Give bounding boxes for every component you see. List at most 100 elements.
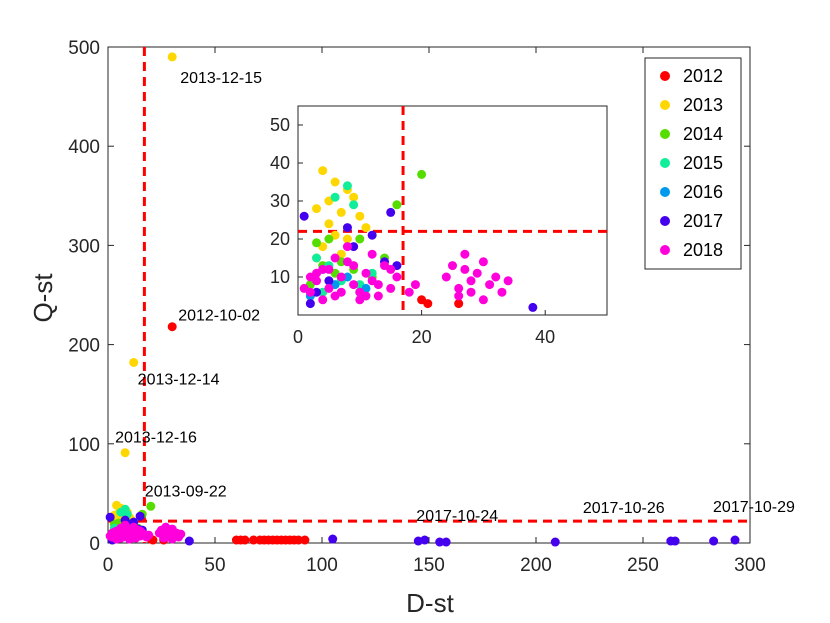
x-tick-label: 100 (306, 555, 338, 576)
legend-label-2013: 2013 (683, 95, 723, 115)
inset-data-point-2018 (478, 295, 488, 305)
inset-data-point-2012 (454, 299, 464, 309)
point-annotation: 2012-10-02 (178, 308, 260, 325)
data-point-2012 (293, 535, 303, 545)
point-annotation: 2017-10-29 (713, 499, 795, 516)
inset-data-point-2018 (342, 242, 352, 252)
data-point-2013 (167, 52, 177, 62)
data-point-2017 (105, 512, 115, 522)
point-annotation: 2017-10-26 (583, 500, 665, 517)
inset-plot-area: 0 20 40 10 20 30 40 50 (270, 105, 608, 347)
inset-data-point-2018 (392, 272, 402, 282)
data-point-2012 (300, 535, 310, 545)
inset-data-point-2018 (361, 291, 371, 301)
inset-data-point-2017 (312, 287, 322, 297)
inset-y-tick-label: 10 (270, 267, 290, 287)
inset-data-point-2014 (392, 200, 402, 210)
inset-data-point-2012 (423, 299, 433, 309)
inset-data-point-2018 (454, 291, 464, 301)
y-tick-label: 300 (68, 236, 100, 257)
x-tick-label: 0 (103, 555, 114, 576)
inset-data-point-2018 (454, 283, 464, 293)
x-axis-label: D-st (406, 588, 454, 618)
y-tick-label: 0 (89, 534, 100, 555)
data-point-2018 (107, 528, 117, 538)
data-point-2017 (184, 536, 194, 546)
inset-data-point-2018 (466, 287, 476, 297)
data-point-2013 (129, 357, 139, 367)
inset-data-point-2018 (299, 283, 309, 293)
inset-data-point-2018 (478, 257, 488, 267)
data-point-2014 (146, 501, 156, 511)
inset-data-point-2015 (330, 192, 340, 202)
y-tick-label: 100 (68, 435, 100, 456)
data-point-2018 (122, 525, 132, 535)
data-point-2018 (167, 534, 177, 544)
inset-data-point-2017 (386, 207, 396, 217)
inset-data-point-2013 (312, 204, 322, 214)
inset-data-point-2018 (386, 283, 396, 293)
legend-label-2017: 2017 (683, 211, 723, 231)
inset-data-point-2018 (460, 264, 470, 274)
inset-data-point-2018 (491, 272, 501, 282)
inset-data-point-2013 (361, 223, 371, 233)
point-annotation: 2017-10-24 (416, 508, 498, 525)
inset-data-point-2014 (417, 169, 427, 179)
inset-data-point-2017 (528, 302, 538, 312)
inset-data-point-2017 (349, 242, 359, 252)
data-point-2013 (120, 448, 130, 458)
inset-data-point-2018 (305, 272, 315, 282)
legend-marker-2016 (660, 187, 670, 197)
legend-label-2015: 2015 (683, 153, 723, 173)
inset-data-point-2014 (324, 234, 334, 244)
inset-x-tick-label: 0 (293, 327, 303, 347)
inset-data-point-2018 (460, 249, 470, 259)
data-point-2012 (249, 535, 259, 545)
inset-data-point-2018 (497, 287, 507, 297)
data-point-2017 (550, 537, 560, 547)
inset-data-point-2018 (324, 264, 334, 274)
legend-label-2016: 2016 (683, 182, 723, 202)
legend: 2012 2013 2014 2015 2016 2017 2018 (644, 57, 742, 270)
inset-data-point-2017 (299, 211, 309, 221)
data-point-2017 (709, 536, 719, 546)
inset-data-point-2017 (342, 223, 352, 233)
x-tick-label: 50 (204, 555, 225, 576)
inset-data-point-2015 (349, 200, 359, 210)
inset-data-point-2018 (330, 253, 340, 263)
legend-label-2012: 2012 (683, 66, 723, 86)
inset-data-point-2018 (349, 261, 359, 271)
inset-data-point-2018 (448, 261, 457, 271)
inset-data-point-2014 (355, 234, 365, 244)
inset-data-point-2018 (318, 295, 328, 305)
inset-data-point-2013 (336, 207, 346, 217)
x-tick-label: 250 (627, 555, 659, 576)
inset-data-point-2018 (441, 272, 451, 282)
point-annotation: 2013-09-22 (145, 483, 227, 500)
data-point-2018 (135, 526, 145, 536)
inset-data-point-2015 (342, 181, 352, 191)
x-tick-label: 300 (734, 555, 766, 576)
inset-data-point-2017 (367, 230, 377, 240)
y-tick-label: 400 (68, 137, 100, 158)
legend-marker-2012 (660, 71, 670, 81)
y-tick-label: 500 (68, 38, 100, 59)
point-annotation: 2013-12-16 (115, 430, 197, 447)
inset-data-point-2018 (404, 287, 414, 297)
data-point-2017 (670, 536, 680, 546)
data-point-2018 (118, 532, 128, 542)
data-point-2017 (328, 534, 338, 544)
data-point-2012 (167, 322, 177, 332)
data-point-2017 (435, 537, 445, 547)
inset-data-point-2018 (466, 276, 476, 286)
inset-data-point-2013 (355, 211, 365, 221)
inset-y-tick-label: 40 (270, 153, 290, 173)
y-tick-label: 200 (68, 336, 100, 357)
legend-label-2018: 2018 (683, 240, 723, 260)
inset-data-point-2015 (367, 268, 377, 278)
data-point-2017 (135, 511, 145, 521)
legend-label-2014: 2014 (683, 124, 723, 144)
inset-data-point-2015 (312, 253, 322, 263)
point-annotation: 2013-12-15 (180, 70, 262, 87)
